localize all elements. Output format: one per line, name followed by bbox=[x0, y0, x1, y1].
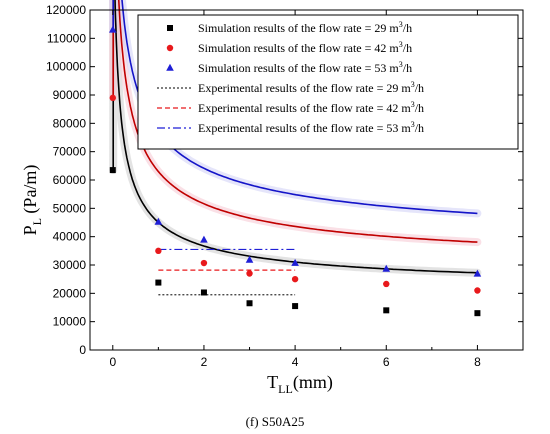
data-point-s1 bbox=[200, 289, 207, 296]
x-tick-label: 6 bbox=[383, 355, 390, 369]
x-axis-title-main: T bbox=[267, 372, 278, 392]
y-tick-label: 80000 bbox=[53, 116, 87, 130]
y-axis-title-main: P bbox=[20, 225, 40, 235]
x-tick-label: 0 bbox=[109, 355, 116, 369]
legend-label-3: Simulation results of the flow rate = 53… bbox=[198, 60, 412, 75]
data-point-s2 bbox=[474, 287, 481, 294]
x-axis-title: TLL(mm) bbox=[267, 372, 333, 396]
data-point-s1 bbox=[155, 279, 162, 286]
x-tick-label: 2 bbox=[201, 355, 208, 369]
fit-curve-1 bbox=[112, 0, 478, 274]
y-tick-label: 10000 bbox=[53, 315, 87, 329]
y-tick-label: 70000 bbox=[53, 145, 87, 159]
y-axis-title-sub: L bbox=[30, 218, 44, 225]
data-point-s3 bbox=[154, 217, 163, 225]
y-axis-title-unit: (Pa/m) bbox=[20, 165, 41, 219]
fit-curve-2 bbox=[112, 0, 478, 243]
data-point-s2 bbox=[246, 270, 253, 277]
legend-label-5: Experimental results of the flow rate = … bbox=[198, 100, 424, 115]
y-tick-label: 60000 bbox=[53, 173, 87, 187]
data-point-s3 bbox=[382, 264, 391, 272]
data-point-s3 bbox=[200, 235, 208, 243]
svg-text:PL (Pa/m): PL (Pa/m) bbox=[20, 165, 44, 236]
data-point-s2 bbox=[109, 94, 116, 102]
legend-box bbox=[137, 14, 519, 150]
y-tick-label: 120000 bbox=[46, 3, 86, 17]
legend-marker-3 bbox=[166, 63, 174, 71]
data-point-s1 bbox=[292, 303, 299, 310]
legend: Simulation results of the flow rate = 29… bbox=[137, 14, 519, 150]
legend-marker-2 bbox=[166, 44, 174, 52]
x-axis-title-sub: LL bbox=[278, 382, 293, 396]
x-tick-label: 4 bbox=[292, 355, 299, 369]
legend-label-4: Experimental results of the flow rate = … bbox=[198, 80, 424, 95]
y-axis-title: PL (Pa/m) bbox=[20, 165, 44, 236]
fit-curves bbox=[112, 0, 478, 274]
y-tick-label: 40000 bbox=[53, 230, 87, 244]
data-point-s2 bbox=[291, 275, 299, 283]
data-point-s3 bbox=[245, 255, 254, 263]
legend-label-6: Experimental results of the flow rate = … bbox=[198, 120, 424, 135]
x-axis-title-unit: (mm) bbox=[293, 372, 333, 393]
y-tick-label: 100000 bbox=[46, 60, 86, 74]
y-tick-label: 30000 bbox=[53, 258, 87, 272]
data-point-s3 bbox=[108, 25, 117, 33]
data-point-s3 bbox=[473, 269, 482, 277]
data-point-s2 bbox=[200, 259, 208, 267]
data-markers bbox=[108, 25, 482, 317]
data-point-s2 bbox=[155, 247, 162, 255]
fit-curve-3 bbox=[112, 0, 478, 215]
y-tick-label: 20000 bbox=[53, 286, 87, 300]
legend-label-2: Simulation results of the flow rate = 42… bbox=[198, 40, 412, 55]
data-point-s1 bbox=[246, 300, 253, 307]
figure-caption: (f) S50A25 bbox=[246, 414, 305, 429]
x-tick-label: 8 bbox=[474, 355, 481, 369]
data-point-s1 bbox=[383, 307, 390, 314]
experimental-lines bbox=[158, 248, 296, 296]
legend-label-1: Simulation results of the flow rate = 29… bbox=[198, 20, 412, 35]
y-axis: 0 10000 20000 30000 40000 50000 60000 70000 8000… bbox=[46, 3, 523, 357]
y-tick-label: 90000 bbox=[53, 88, 87, 102]
data-point-s1 bbox=[474, 310, 481, 317]
data-point-s3 bbox=[291, 258, 299, 266]
x-axis: 0 2 4 6 8 bbox=[109, 10, 524, 369]
y-tick-label: 50000 bbox=[53, 201, 87, 215]
y-tick-label: 110000 bbox=[47, 31, 86, 45]
data-point-s2 bbox=[383, 280, 390, 288]
y-tick-label: 0 bbox=[79, 343, 86, 357]
legend-marker-1 bbox=[167, 25, 173, 31]
data-point-s1 bbox=[109, 167, 116, 174]
